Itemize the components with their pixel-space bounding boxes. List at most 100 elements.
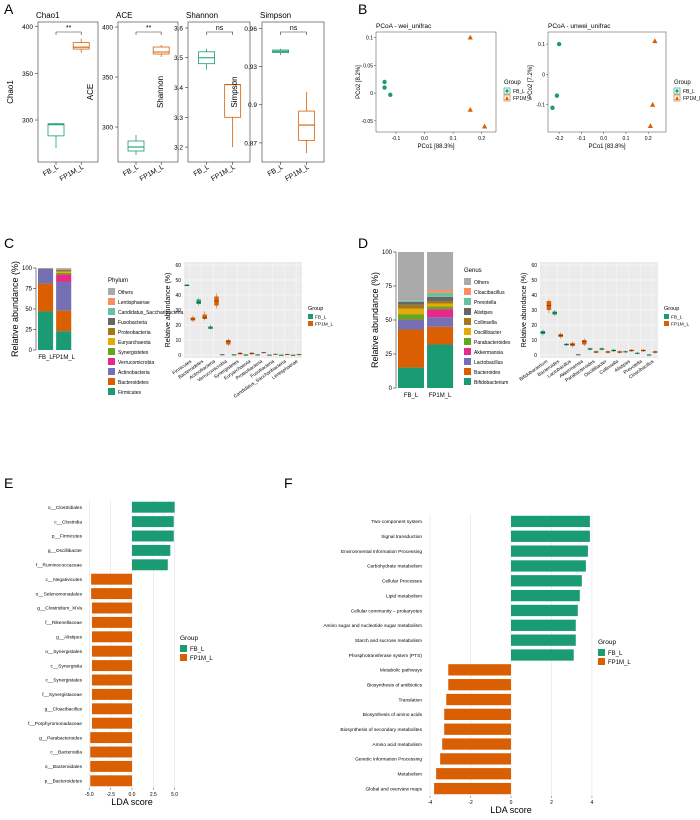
lda-category-label: Global and overview maps — [365, 786, 422, 792]
lda-category-label: c__Clostridia — [54, 519, 82, 525]
lda-category-label: Lipid metabolism — [386, 593, 422, 599]
panel-letter-F: F — [284, 475, 293, 491]
legend-swatch — [108, 328, 115, 335]
y-tick-label: 100 — [22, 266, 33, 272]
lda-category-label: Metabolic pathways — [380, 668, 423, 674]
legend-label: Bifidobacterium — [474, 380, 508, 386]
x-tick-label: FP1M_L — [210, 164, 237, 183]
point-fb — [550, 105, 555, 110]
legend-label: Prevotella — [474, 300, 496, 306]
lda-category-label: g__Oscillibacter — [48, 548, 83, 554]
lda-bar — [442, 738, 511, 750]
box-body — [290, 355, 296, 356]
y-tick-label: 50 — [385, 318, 392, 324]
lda-category-label: Genetic Information Processing — [355, 757, 422, 763]
legend-swatch — [108, 358, 115, 365]
lda-category-label: c__Synergistales — [45, 678, 82, 684]
y-tick-label: 30 — [531, 308, 537, 314]
panel-letter-C: C — [4, 235, 14, 251]
lda-bar — [446, 693, 511, 706]
stack-segment — [427, 292, 454, 297]
legend-swatch — [664, 321, 669, 326]
legend-swatch — [108, 318, 115, 325]
y-tick-label: 0 — [542, 72, 545, 78]
y-tick-label: 60 — [175, 263, 181, 269]
legend-swatch — [464, 348, 471, 355]
lda-category-label: Two-component system — [371, 519, 422, 525]
x-tick-label: FB_L — [42, 164, 60, 178]
lda-bar — [90, 746, 132, 758]
x-tick-label: 0 — [510, 800, 513, 806]
subplot-title: PCoA - wei_unifrac — [376, 23, 432, 30]
legend-swatch — [464, 378, 471, 385]
legend-label: Firmicutes — [118, 390, 142, 396]
legend-label: FP1M_L — [315, 322, 333, 328]
lda-taxa: -5.0 -2.5 0.0 2.5 5.0 LDA score o__Clostridial… — [28, 500, 213, 807]
legend-swatch — [108, 298, 115, 305]
box-body — [72, 42, 90, 50]
legend-swatch — [180, 645, 187, 652]
y-tick-label: 400 — [22, 24, 33, 31]
lda-category-label: g__Parabacteroides — [39, 735, 83, 741]
y-axis-label: Shannon — [156, 76, 165, 108]
x-tick-label: -4 — [428, 800, 433, 806]
lda-bar — [511, 634, 576, 646]
legend-swatch — [464, 328, 471, 335]
y-axis-label: Relative abundance (%) — [370, 272, 380, 368]
x-tick-label: 5.0 — [171, 792, 178, 798]
legend-label: Euryarchaeota — [118, 340, 151, 346]
panel-letter-A: A — [4, 1, 14, 17]
legend-swatch — [464, 298, 471, 305]
lda-category-label: Phosphotransferase system (PTS) — [349, 653, 423, 659]
lda-category-label: Starch and sucrose metabolism — [355, 638, 422, 644]
lda-bar — [440, 753, 511, 765]
point-fp — [467, 106, 473, 112]
y-tick-label: 100 — [382, 250, 393, 256]
y-tick-label: 50 — [25, 307, 32, 313]
lda-category-label: Biosynthesis of antibiotics — [367, 682, 423, 688]
lda-pathways: -4 -2 0 2 4 LDA score Two-component system Sign… — [323, 514, 631, 815]
legend-label: Parabacteroides — [474, 340, 511, 346]
point-fb — [382, 85, 387, 90]
legend-label: Alistipes — [474, 310, 493, 316]
x-axis-label: PCo1 [88.3%] — [417, 144, 454, 150]
x-tick-label: -2.5 — [106, 792, 115, 798]
stack-segment — [398, 329, 425, 368]
stack-segment — [427, 317, 454, 327]
pcoa-plot-0: PCoA - wei_unifrac -0.1 0.0 0.1 0.2 -0.05 0 0.0… — [356, 23, 532, 150]
x-tick-label: 0.0 — [421, 136, 428, 142]
lda-bar — [434, 782, 511, 795]
lda-bar — [91, 674, 132, 686]
stack-segment — [56, 268, 72, 269]
legend-label: FP1M_L — [671, 322, 689, 328]
x-tick-label: FB_L — [122, 164, 140, 178]
box-body — [243, 354, 249, 356]
sig-label: ns — [290, 25, 298, 32]
x-tick-label: FB_L — [38, 355, 53, 361]
legend-swatch — [108, 388, 115, 395]
y-tick-label: -0.05 — [362, 119, 374, 125]
x-axis-label: LDA score — [490, 805, 532, 815]
legend-label: Others — [118, 290, 134, 296]
y-axis-label: Simpson — [230, 76, 239, 107]
panel-letter-E: E — [4, 475, 13, 491]
y-tick-label: 0.96 — [244, 26, 257, 33]
lda-bar — [91, 602, 132, 614]
y-tick-label: 400 — [102, 25, 113, 32]
lda-bar — [90, 775, 132, 787]
subplot-title: Simpson — [260, 11, 291, 20]
x-tick-label: FP1M_L — [52, 355, 75, 361]
lda-bar — [444, 723, 511, 735]
stack-segment — [427, 303, 454, 307]
panel-letter-D: D — [358, 235, 368, 251]
stack-segment — [398, 320, 425, 330]
legend-swatch — [108, 288, 115, 295]
y-tick-label: 3.4 — [174, 85, 183, 92]
x-tick-label: FB_L — [267, 164, 285, 178]
legend-marker — [675, 96, 679, 100]
legend-swatch — [180, 654, 187, 661]
